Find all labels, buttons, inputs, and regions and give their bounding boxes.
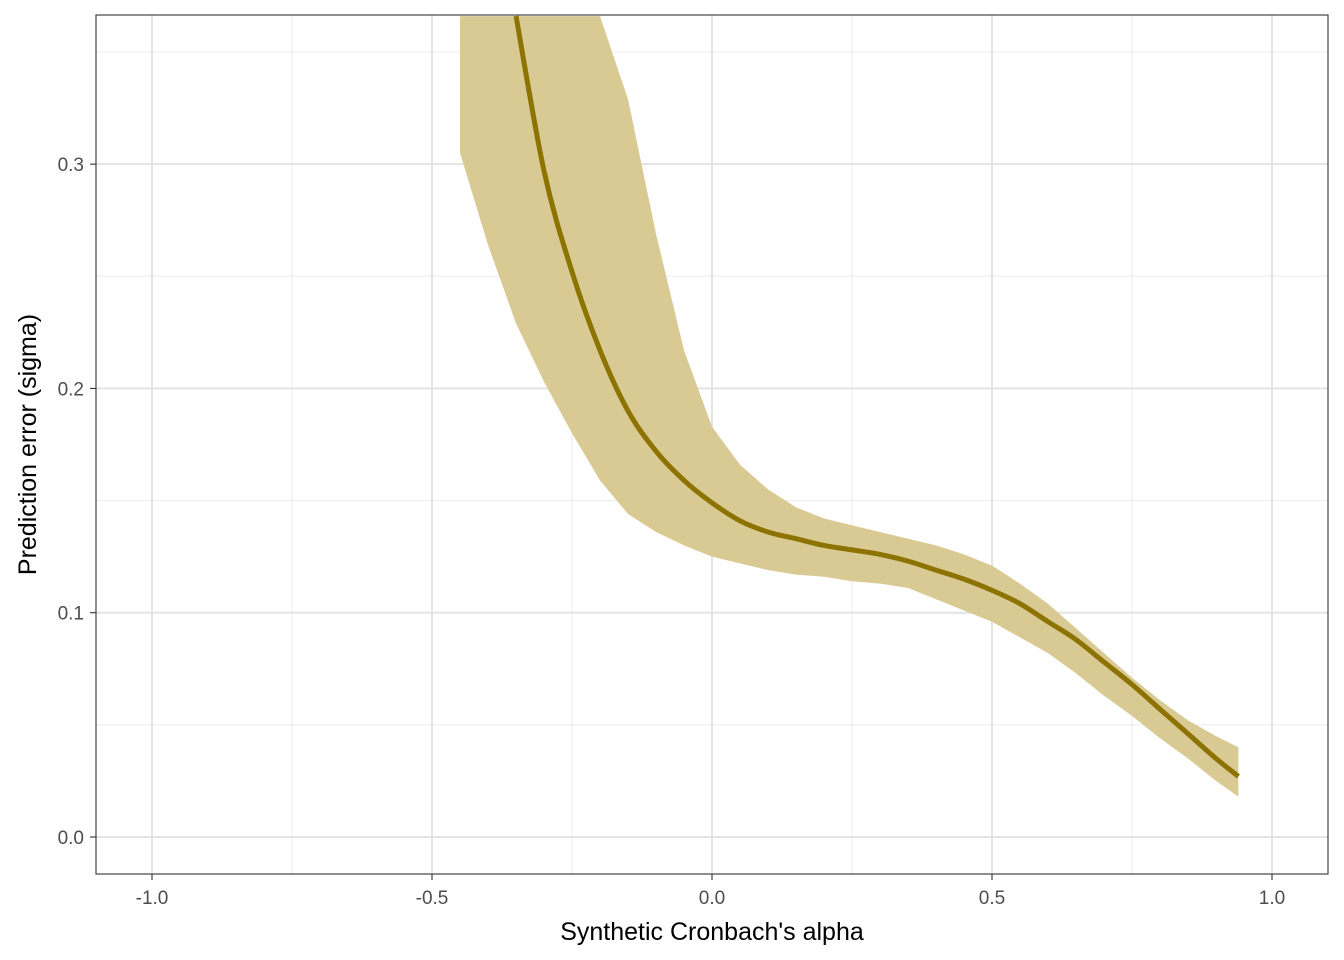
x-axis-title: Synthetic Cronbach's alpha [560,918,864,946]
x-tick-label: 1.0 [1259,888,1285,909]
y-tick-label: 0.1 [58,604,84,625]
x-tick-label: 0.5 [979,888,1005,909]
y-axis-title: Prediction error (sigma) [14,314,42,575]
y-axis: 0.0 0.1 0.2 0.3 [58,155,96,849]
y-tick-label: 0.2 [58,379,84,400]
y-tick-label: 0.3 [58,155,84,176]
x-tick-label: -1.0 [136,888,169,909]
fit-line-0 [513,15,1240,779]
y-tick-label: 0.0 [58,828,84,849]
x-tick-label: -0.5 [416,888,449,909]
x-tick-label: 0.0 [699,888,725,909]
x-axis: -1.0 -0.5 0.0 0.5 1.0 [136,874,1285,909]
confidence-ribbon [460,16,1239,797]
data-layer [460,15,1240,797]
grid-major [96,15,1328,874]
